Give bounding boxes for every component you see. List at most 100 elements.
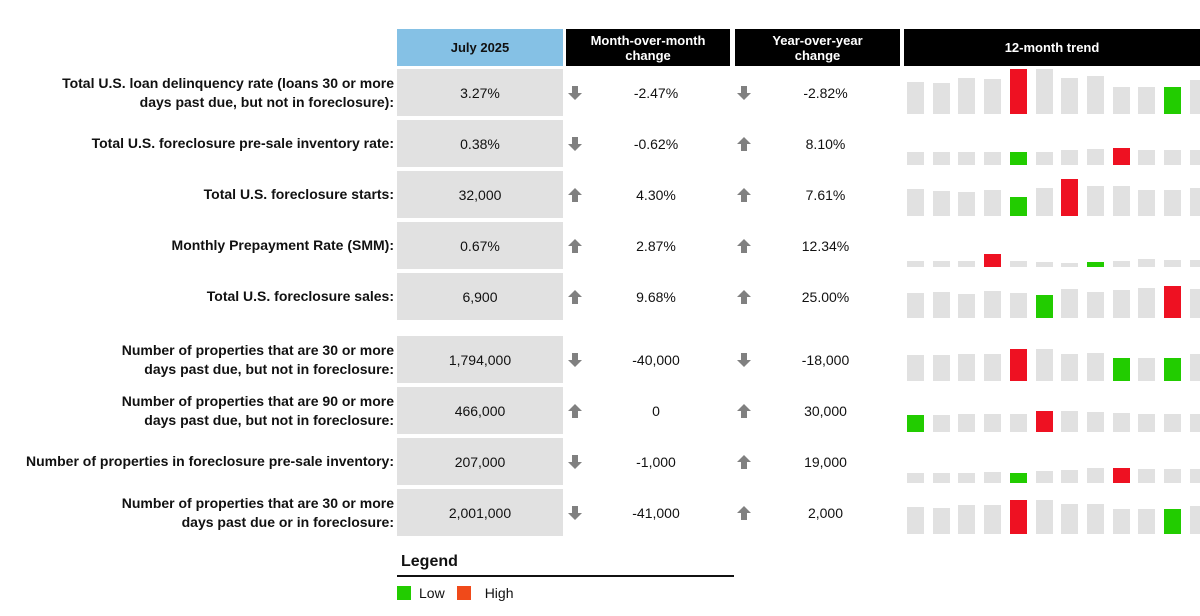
trend-bar [907, 152, 924, 165]
arrow-up-icon [737, 403, 751, 419]
arrow-down-icon [737, 352, 751, 368]
row-label-line1: Total U.S. foreclosure pre-sale inventor… [91, 135, 394, 151]
trend-bar [1138, 288, 1155, 318]
trend-bar-high [1010, 500, 1027, 534]
trend-bar [1061, 470, 1078, 483]
current-value: 0.67% [460, 237, 500, 254]
trend-bar-low [1164, 87, 1181, 114]
header-current-month: July 2025 [397, 29, 563, 66]
trend-bar-low [1164, 509, 1181, 534]
row-label: Number of properties that are 90 or more… [122, 387, 394, 434]
header-yoy: Year-over-year change [735, 29, 900, 66]
mom-change-cell: -40,000 [566, 336, 730, 383]
header-trend: 12-month trend [904, 29, 1200, 66]
trend-sparkline [907, 67, 1200, 114]
row-label: Total U.S. loan delinquency rate (loans … [62, 69, 394, 116]
trend-bar-high [1036, 411, 1053, 432]
mom-change-cell: 2.87% [566, 222, 730, 269]
trend-sparkline [907, 118, 1200, 165]
arrow-up-icon [737, 289, 751, 305]
trend-bar [933, 261, 950, 267]
trend-bar [958, 78, 975, 114]
trend-bar [1113, 261, 1130, 267]
trend-bar [1087, 412, 1104, 432]
row-label-line2: days past due, but not in foreclosure: [144, 360, 394, 377]
trend-bar [933, 355, 950, 381]
trend-bar [907, 189, 924, 216]
current-value-cell: 3.27% [397, 69, 563, 116]
trend-bar-low [1010, 473, 1027, 483]
arrow-up-icon [737, 454, 751, 470]
trend-bar [1010, 261, 1027, 267]
trend-bar [1138, 150, 1155, 165]
trend-bar-low [1113, 358, 1130, 381]
trend-bar-high [1164, 286, 1181, 318]
trend-bar [1164, 190, 1181, 216]
arrow-down-icon [568, 352, 582, 368]
trend-bar [1087, 504, 1104, 534]
header-yoy-label: Year-over-year change [772, 32, 863, 63]
trend-bar [1036, 152, 1053, 165]
current-value-cell: 1,794,000 [397, 336, 563, 383]
arrow-down-icon [568, 505, 582, 521]
trend-bar [1061, 263, 1078, 267]
yoy-change-value: 25.00% [801, 288, 850, 305]
legend-divider [397, 575, 734, 577]
trend-bar [958, 152, 975, 165]
arrow-up-icon [737, 136, 751, 152]
trend-bar [1138, 87, 1155, 114]
mom-change-value: 9.68% [636, 288, 676, 305]
trend-bar [984, 291, 1001, 318]
trend-bar [907, 82, 924, 114]
trend-bar [1138, 469, 1155, 483]
row-label: Total U.S. foreclosure starts: [204, 171, 394, 218]
trend-bar [1164, 260, 1181, 267]
arrow-up-icon [568, 403, 582, 419]
yoy-change-value: 19,000 [804, 453, 847, 470]
yoy-change-value: 8.10% [805, 135, 846, 152]
yoy-change-cell: 8.10% [735, 120, 900, 167]
current-value-cell: 0.67% [397, 222, 563, 269]
mom-change-cell: -41,000 [566, 489, 730, 536]
yoy-change-cell: -18,000 [735, 336, 900, 383]
yoy-change-value: -2.82% [803, 84, 848, 101]
row-label-line2: days past due, but not in foreclosure): [139, 93, 394, 110]
row-label: Number of properties in foreclosure pre-… [26, 438, 394, 485]
trend-bar-low [907, 415, 924, 432]
trend-bar [1087, 292, 1104, 318]
trend-bar [1190, 150, 1200, 165]
trend-bar [958, 261, 975, 267]
trend-bar [933, 508, 950, 534]
legend-low-label: Low [419, 585, 445, 601]
trend-bar [984, 152, 1001, 165]
header-current-month-label: July 2025 [450, 40, 510, 55]
trend-bar [958, 414, 975, 432]
trend-bar [1138, 259, 1155, 267]
current-value-cell: 2,001,000 [397, 489, 563, 536]
trend-bar-high [1113, 148, 1130, 165]
legend-title: Legend [401, 553, 458, 570]
trend-sparkline [907, 487, 1200, 534]
legend-high-label: High [484, 585, 514, 601]
row-label-line1: Total U.S. foreclosure sales: [206, 288, 394, 304]
legend-high-swatch [456, 586, 471, 600]
current-value-cell: 32,000 [397, 171, 563, 218]
trend-bar [1164, 469, 1181, 483]
mom-change-value: -2.47% [633, 84, 679, 101]
yoy-change-value: 7.61% [805, 186, 846, 203]
trend-bar [958, 354, 975, 381]
yoy-change-cell: 7.61% [735, 171, 900, 218]
trend-bar-high [1113, 468, 1130, 483]
row-label: Total U.S. foreclosure sales: [207, 273, 394, 320]
trend-bar [1036, 69, 1053, 114]
yoy-change-cell: -2.82% [735, 69, 900, 116]
arrow-up-icon [737, 505, 751, 521]
mom-change-cell: -1,000 [566, 438, 730, 485]
row-label-line2: days past due or in foreclosure: [181, 513, 394, 530]
yoy-change-cell: 12.34% [735, 222, 900, 269]
trend-bar [1190, 260, 1200, 267]
current-value: 0.38% [460, 135, 500, 152]
arrow-up-icon [568, 238, 582, 254]
arrow-down-icon [568, 85, 582, 101]
trend-bar [933, 152, 950, 165]
